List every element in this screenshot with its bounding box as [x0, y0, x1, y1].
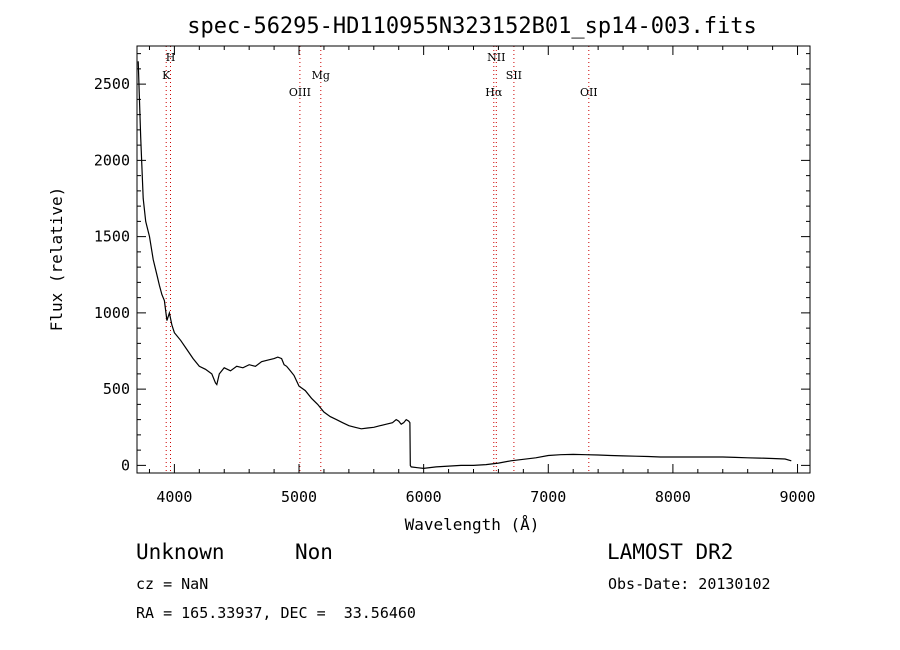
axis-ticks: 4000 5000 6000 7000 8000 9000 0 500 1000 1500 2000…: [94, 46, 816, 506]
spectral-line-label-k: K: [162, 69, 171, 82]
spectrum-line: [137, 61, 792, 470]
spectral-line-label-sii: SII: [506, 69, 522, 82]
spectral-line-label-nii: NII: [487, 51, 505, 64]
spectral-line-label-oii: OII: [580, 86, 598, 99]
x-tick-label: 7000: [530, 488, 566, 506]
coordinates-text: RA = 165.33937, DEC = 33.56460: [136, 604, 416, 622]
subclass-label: Non: [295, 540, 333, 564]
chart-title: spec-56295-HD110955N323152B01_sp14-003.f…: [187, 14, 757, 39]
redshift-text: cz = NaN: [136, 575, 209, 593]
x-tick-label: 8000: [655, 488, 691, 506]
y-tick-label: 2500: [94, 75, 130, 93]
y-tick-label: 1500: [94, 228, 130, 246]
spectrum-chart: spec-56295-HD110955N323152B01_sp14-003.f…: [47, 14, 816, 534]
x-tick-label: 5000: [281, 488, 317, 506]
x-tick-label: 4000: [156, 488, 192, 506]
y-tick-label: 500: [103, 380, 130, 398]
y-axis-label: Flux (relative): [47, 187, 66, 332]
y-tick-label: 0: [121, 456, 130, 474]
obs-date-text: Obs-Date: 20130102: [608, 575, 771, 593]
x-tick-label: 6000: [406, 488, 442, 506]
spectral-line-label-mg: Mg: [312, 69, 330, 82]
class-label: Unknown: [136, 540, 225, 564]
x-tick-label: 9000: [779, 488, 815, 506]
plot-frame: [136, 45, 811, 474]
spectral-line-label-h: H: [166, 51, 176, 64]
y-tick-label: 1000: [94, 304, 130, 322]
survey-label: LAMOST DR2: [607, 540, 734, 564]
spectral-line-label-oiii: OIII: [289, 86, 311, 99]
spectral-line-label-halpha: Hα: [485, 86, 503, 99]
y-tick-label: 2000: [94, 151, 130, 169]
x-axis-label: Wavelength (Å): [405, 515, 540, 534]
